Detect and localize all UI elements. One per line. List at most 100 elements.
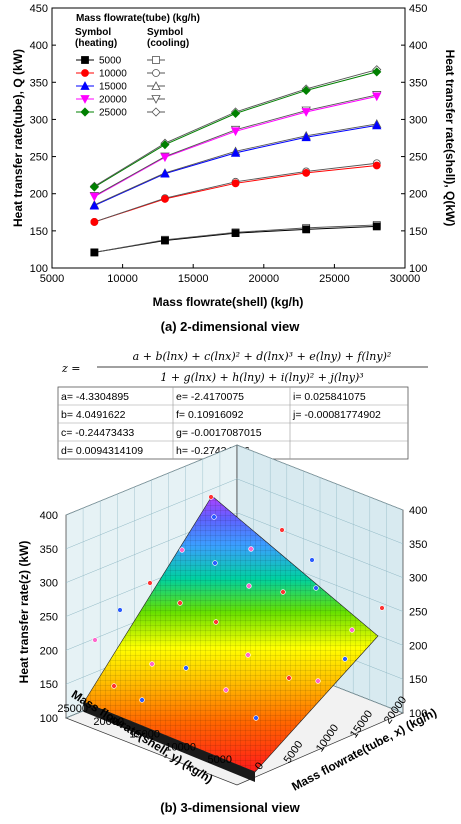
legend-label: 10000 — [99, 69, 127, 80]
z-tick-label-left: 100 — [40, 713, 58, 725]
x-tick-label: 5000 — [40, 273, 64, 285]
z-tick-label-right: 400 — [409, 505, 427, 517]
data-point-3d — [183, 665, 189, 671]
coefficient-cell: a= -4.3304895 — [61, 391, 129, 403]
z-axis-ticks-left: 100 150 200 250 300 350 400 — [40, 510, 58, 725]
data-point-3d — [248, 546, 254, 552]
data-point-3d — [315, 678, 321, 684]
z-tick-label-left: 250 — [40, 612, 58, 624]
legend-marker-cooling — [151, 95, 161, 104]
data-point-heating — [230, 148, 241, 157]
coefficient-cell: i= 0.025841075 — [293, 391, 366, 403]
data-point-3d — [212, 560, 218, 566]
data-point-3d — [286, 675, 292, 681]
y-tick-label-left: 250 — [30, 152, 48, 164]
y-tick-label-3d: 20000 — [93, 716, 124, 728]
data-point-3d — [349, 627, 355, 633]
data-point-3d — [213, 619, 219, 625]
data-point-heating — [160, 140, 170, 150]
data-point-heating — [302, 225, 311, 234]
legend-marker-cooling — [152, 56, 160, 64]
y-axis-title-left: Heat transfer rate(tube), Q (kW) — [11, 49, 25, 227]
z-tick-label-right: 100 — [409, 708, 427, 720]
coefficient-cell: f= 0.10916092 — [176, 409, 244, 421]
chart-3d: 100 150 200 250 300 350 400 100 150 200 250 300 350… — [17, 444, 439, 794]
z-tick-label-left: 150 — [40, 679, 58, 691]
data-point-heating — [89, 200, 100, 210]
y-tick-label-right: 200 — [409, 189, 427, 201]
legend-heading-heating-1: Symbol — [75, 27, 111, 38]
legend-label: 20000 — [99, 95, 127, 106]
data-point-heating — [301, 85, 311, 96]
y-axis-title-right: Heat transfer rate(shell), Q(kW) — [443, 50, 457, 227]
x-tick-label: 10000 — [107, 273, 138, 285]
legend-label: 25000 — [99, 108, 127, 119]
y-tick-label-left: 450 — [30, 3, 48, 15]
coefficient-cell: g= -0.0017087015 — [176, 427, 262, 439]
caption-3d: (b) 3-dimensional view — [160, 800, 300, 815]
data-point-3d — [245, 652, 251, 658]
wall-gridline — [65, 444, 404, 516]
coefficient-cell: j= -0.00081774902 — [292, 409, 381, 421]
y-tick-label-left: 100 — [30, 263, 48, 275]
data-point-heating — [301, 108, 311, 117]
data-point-3d — [379, 605, 385, 611]
legend-marker-heating — [81, 69, 89, 77]
data-point-3d — [139, 697, 145, 703]
z-tick-label-right: 250 — [409, 607, 427, 619]
series-line-heating — [94, 124, 377, 207]
coefficient-cells: a= -4.3304895 e= -2.4170075 i= 0.025841075… — [61, 391, 381, 457]
legend-marker-heating — [80, 95, 90, 104]
legend-marker-heating — [80, 81, 90, 90]
data-point-3d — [111, 683, 117, 689]
y-tick-label-3d: 5000 — [208, 754, 232, 766]
legend: Mass flowrate(tube) (kg/h) Symbol (heati… — [75, 13, 200, 119]
y-tick-label-right: 150 — [409, 226, 427, 238]
y-tick-label-right: 400 — [409, 40, 427, 52]
data-point-heating — [231, 229, 240, 237]
data-point-heating — [372, 161, 381, 170]
coefficient-cell: e= -2.4170075 — [176, 391, 244, 403]
data-point-heating — [160, 153, 170, 163]
y-tick-label-3d: 10000 — [165, 741, 196, 753]
x-tick-label: 30000 — [390, 273, 421, 285]
coefficient-cell: b= 4.0491622 — [61, 409, 126, 421]
legend-heading-cooling-2: (cooling) — [147, 38, 189, 49]
x-tick-label: 20000 — [249, 273, 280, 285]
data-point-heating — [302, 169, 311, 177]
data-point-heating — [230, 108, 241, 119]
y-axis-ticks: 5000 10000 15000 20000 25000 — [57, 703, 232, 766]
data-point-3d — [280, 589, 286, 595]
coefficient-cell: d= 0.0094314109 — [61, 445, 143, 457]
legend-marker-heating — [81, 56, 89, 64]
z-tick-label-left: 300 — [40, 578, 58, 590]
y-tick-label-right: 250 — [409, 152, 427, 164]
z-axis-ticks-right: 100 150 200 250 300 350 400 — [409, 505, 427, 720]
data-point-heating — [301, 132, 311, 142]
data-point-3d — [309, 557, 315, 563]
data-point-heating — [231, 179, 240, 188]
data-point-3d — [177, 600, 183, 606]
legend-label: 5000 — [99, 56, 122, 67]
y-tick-label-right: 350 — [409, 77, 427, 89]
y-axis-ticks: 100 100 150 150 200 200 250 250 300 300 350 350 400 4… — [30, 3, 428, 275]
data-point-3d — [246, 583, 252, 589]
legend-heading-heating-2: (heating) — [75, 38, 117, 49]
data-point-3d — [208, 494, 214, 500]
data-point-heating — [161, 236, 169, 245]
legend-label: 15000 — [99, 82, 127, 93]
legend-marker-cooling — [152, 69, 160, 77]
data-point-heating — [372, 222, 381, 231]
y-tick-label-3d: 15000 — [129, 729, 160, 741]
data-point-3d — [253, 715, 259, 721]
coefficient-cell: c= -0.24473433 — [61, 427, 134, 439]
x-tick-label: 25000 — [319, 273, 350, 285]
legend-title: Mass flowrate(tube) (kg/h) — [76, 13, 200, 24]
data-point-3d — [117, 607, 123, 613]
z-tick-label-right: 200 — [409, 640, 427, 652]
plot-frame — [51, 7, 406, 269]
data-point-heating — [90, 218, 99, 226]
z-axis-title: Heat transfer rate(z) (kW) — [17, 541, 31, 684]
y-tick-label-right: 300 — [409, 114, 427, 126]
